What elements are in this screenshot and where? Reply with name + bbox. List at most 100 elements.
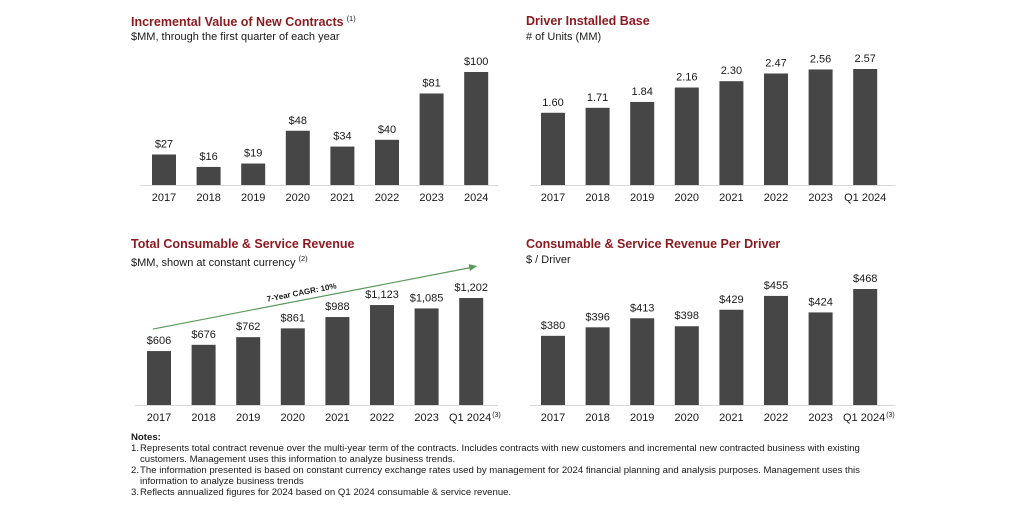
bar-2018 [191,344,216,405]
bar-2023 [414,308,439,405]
x-tick-label: 2021 [719,412,743,424]
data-label: $606 [147,335,171,347]
data-label: $396 [585,311,609,323]
x-tick-label: 2019 [236,412,260,424]
chart-title: Driver Installed Base [526,14,650,28]
bar-chart-driver-installed-base: 1.60 2017 1.71 2018 1.84 2019 2.16 2020 2.30 2021… [530,53,895,204]
bar-2020 [674,87,699,185]
bar-2021 [330,146,355,185]
bar-2021 [719,309,744,405]
x-tick-label: 2020 [281,412,305,424]
bar-2022 [375,139,399,185]
data-label: $861 [281,312,305,324]
footnote-marker: (2) [298,254,308,263]
footnote-number: 3. [131,487,140,498]
cagr-trend-line [152,266,472,330]
chart-title-text: Consumable & Service Revenue Per Driver [526,237,781,251]
x-tick-label: 2022 [764,192,788,204]
x-tick-label: 2019 [630,192,654,204]
footnote-item: 2. The information presented is based on… [131,465,891,487]
footnote-item: 1. Represents total contract revenue ove… [131,443,891,465]
footnote-number: 2. [131,465,140,476]
data-label: $1,123 [365,289,399,301]
bar-2018 [585,327,610,405]
bar-2018 [585,107,610,185]
data-label: $398 [675,310,699,322]
data-label: $1,202 [454,282,488,294]
data-label: $48 [289,115,307,127]
notes-heading: Notes: [131,432,161,443]
bar-2017 [152,154,176,185]
chart-panel-driver-installed-base: Driver Installed Base # of Units (MM) 1.… [0,0,1024,220]
data-label: $413 [630,302,654,314]
data-label: 2.47 [765,58,786,70]
x-tick-label: 2020 [675,412,699,424]
bar-2019 [630,318,655,405]
bar-2020 [674,326,699,405]
x-tick-label: 2020 [675,192,699,204]
data-label: 1.84 [631,86,652,98]
chart-subtitle-text: $MM, shown at constant currency [131,257,296,269]
chart-subtitle: $MM, shown at constant currency (2) [131,254,308,269]
x-tick-label: 2018 [191,412,215,424]
bar-q1-2024 [853,289,878,405]
x-tick-label: 2021 [325,412,349,424]
chart-title: Incremental Value of New Contracts (1) [131,14,356,29]
data-label: $100 [464,56,488,68]
footnotes: Notes: 1. Represents total contract reve… [131,432,891,498]
x-tick-label: 2018 [585,412,609,424]
footnote-marker: (3) [492,412,501,419]
bar-2019 [241,163,266,185]
bar-chart-consumable-service-revenue: $606 2017 $676 2018 $762 2019 $861 2020 $988 2021… [135,264,501,424]
bar-2019 [236,337,261,405]
footnote-number: 1. [131,443,140,454]
data-label: $16 [199,151,217,163]
x-tick-label: 2023 [808,412,832,424]
chart-title-text: Total Consumable & Service Revenue [131,237,355,251]
bar-2022 [764,73,788,185]
bar-2021 [325,317,350,405]
x-tick-label: 2020 [286,192,310,204]
footnote-text: Represents total contract revenue over t… [140,443,860,465]
footnote-marker: (1) [346,14,356,23]
bar-2017 [541,335,565,405]
x-tick-label: 2018 [585,192,609,204]
x-tick-label: Q1 2024 [843,412,885,424]
data-label: $468 [853,273,877,285]
chart-panel-consumable-service-revenue: Total Consumable & Service Revenue $MM, … [0,0,512,430]
x-tick-label: 2017 [147,412,171,424]
x-tick-label: 2019 [630,412,654,424]
data-label: $424 [808,296,832,308]
x-tick-label: 2022 [370,412,394,424]
data-label: $676 [191,329,215,341]
data-label: $1,085 [410,292,444,304]
chart-subtitle: # of Units (MM) [526,31,602,43]
data-label: $27 [155,138,173,150]
x-tick-label: 2024 [464,192,488,204]
x-tick-label: 2021 [719,192,743,204]
x-tick-label: 2022 [764,412,788,424]
data-label: $762 [236,321,260,333]
x-tick-label: 2017 [152,192,176,204]
chart-panel-revenue-per-driver: Consumable & Service Revenue Per Driver … [526,237,895,424]
x-tick-label: 2018 [196,192,220,204]
chart-title: Total Consumable & Service Revenue [131,237,354,251]
data-label: $19 [244,148,262,160]
data-label: $429 [719,294,743,306]
data-label: 1.71 [587,92,608,104]
x-tick-label: 2017 [541,192,565,204]
data-label: $455 [764,280,788,292]
x-tick-label: 2023 [414,412,438,424]
bar-2023 [808,312,833,405]
chart-subtitle: $MM, through the first quarter of each y… [131,31,340,43]
x-tick-label: 2017 [541,412,565,424]
data-label: 2.16 [676,72,697,84]
data-label: $988 [325,301,349,313]
x-tick-label: 2023 [808,192,832,204]
x-tick-label: 2022 [375,192,399,204]
bar-2022 [370,305,394,405]
footnote-text: Reflects annualized figures for 2024 bas… [140,487,512,498]
bar-2020 [280,328,305,405]
x-tick-label: Q1 2024 [449,412,491,424]
bar-q1-2024 [459,298,484,405]
